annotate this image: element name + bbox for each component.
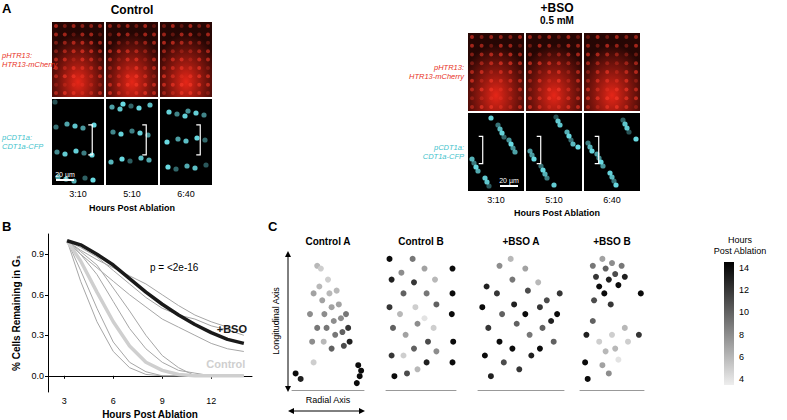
- svg-text:0.9: 0.9: [31, 249, 44, 259]
- svg-text:6: 6: [739, 352, 744, 362]
- svg-text:8: 8: [739, 330, 744, 340]
- svg-text:pCDT1a:: pCDT1a:: [433, 143, 464, 152]
- svg-text:C: C: [268, 219, 278, 234]
- svg-text:A: A: [2, 1, 12, 16]
- svg-text:0.5 mM: 0.5 mM: [540, 15, 574, 26]
- svg-text:pHTR13:: pHTR13:: [1, 51, 32, 60]
- svg-text:6:40: 6:40: [177, 189, 195, 199]
- svg-text:6:40: 6:40: [603, 195, 621, 205]
- svg-text:pCDT1a:: pCDT1a:: [1, 133, 32, 142]
- svg-text:CDT1a-CFP: CDT1a-CFP: [2, 142, 43, 151]
- svg-text:+BSO A: +BSO A: [502, 236, 539, 247]
- svg-text:+BSO B: +BSO B: [593, 236, 631, 247]
- svg-text:3: 3: [62, 396, 67, 406]
- svg-text:p = <2e-16: p = <2e-16: [150, 262, 199, 273]
- svg-text:CDT1a-CFP: CDT1a-CFP: [423, 152, 464, 161]
- svg-text:Control B: Control B: [398, 236, 444, 247]
- svg-text:HTR13-mCherry: HTR13-mCherry: [2, 60, 58, 69]
- svg-text:4: 4: [739, 374, 744, 384]
- svg-text:0.3: 0.3: [31, 330, 44, 340]
- svg-text:12: 12: [739, 285, 749, 295]
- svg-text:5:10: 5:10: [123, 189, 141, 199]
- svg-text:% Cells Remaining in G₁: % Cells Remaining in G₁: [11, 255, 22, 371]
- svg-text:Control: Control: [206, 358, 245, 370]
- svg-text:Hours: Hours: [728, 235, 753, 245]
- svg-text:Radial Axis: Radial Axis: [306, 395, 351, 405]
- svg-text:Post Ablation: Post Ablation: [714, 246, 767, 256]
- svg-text:Longitudinal Axis: Longitudinal Axis: [271, 287, 281, 355]
- svg-text:6: 6: [111, 396, 116, 406]
- svg-text:B: B: [2, 219, 11, 234]
- svg-text:+BSO: +BSO: [540, 1, 573, 15]
- svg-text:HTR13-mCherry: HTR13-mCherry: [409, 72, 465, 81]
- svg-text:20 µm: 20 µm: [499, 177, 519, 185]
- svg-text:Hours Post Ablation: Hours Post Ablation: [89, 203, 175, 213]
- svg-text:9: 9: [160, 396, 165, 406]
- svg-text:5:10: 5:10: [545, 195, 563, 205]
- svg-text:+BSO: +BSO: [217, 323, 248, 335]
- svg-text:12: 12: [206, 396, 216, 406]
- svg-text:0.6: 0.6: [31, 290, 44, 300]
- svg-text:Control A: Control A: [305, 236, 350, 247]
- svg-text:3:10: 3:10: [69, 189, 87, 199]
- svg-text:Hours Post Ablation: Hours Post Ablation: [102, 409, 198, 420]
- svg-text:pHTR13:: pHTR13:: [433, 63, 464, 72]
- svg-text:3:10: 3:10: [487, 195, 505, 205]
- svg-text:10: 10: [739, 307, 749, 317]
- svg-text:14: 14: [739, 263, 749, 273]
- svg-text:Hours Post Ablation: Hours Post Ablation: [514, 208, 600, 218]
- svg-text:0.0: 0.0: [31, 371, 44, 381]
- svg-text:20 µm: 20 µm: [55, 171, 75, 179]
- svg-text:Control: Control: [111, 3, 154, 17]
